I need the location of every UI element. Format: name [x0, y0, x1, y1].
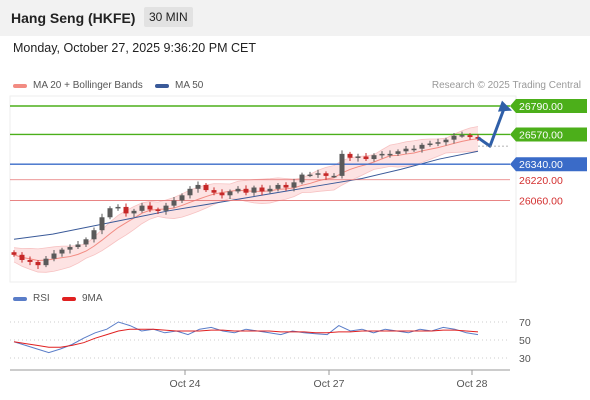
candle-body: [427, 143, 433, 146]
candle-body: [267, 188, 273, 192]
candle-body: [419, 144, 425, 149]
candle-body: [363, 156, 369, 160]
level-label-pivot: 26340.00: [519, 159, 563, 171]
ma50-legend-swatch: [155, 84, 169, 88]
candle-body: [59, 249, 65, 254]
candle-body: [403, 148, 409, 152]
rsi-legend-label: RSI: [33, 293, 50, 304]
candle-body: [67, 247, 73, 250]
candle-body: [355, 156, 361, 158]
rsi-tick-label: 50: [519, 335, 531, 347]
credit-label: Research © 2025 Trading Central: [431, 80, 581, 91]
candle-body: [259, 187, 265, 192]
candle-body: [131, 210, 137, 214]
x-tick-label: Oct 24: [170, 378, 201, 390]
x-tick-label: Oct 28: [457, 378, 488, 390]
timeframe-button[interactable]: 30 MIN: [144, 7, 193, 27]
bollinger-lower-line: [13, 150, 479, 273]
candle-body: [19, 254, 25, 260]
level-tag-pivot: [510, 157, 587, 172]
candle-body: [307, 174, 313, 177]
level-label-support: 26220.00: [519, 175, 563, 187]
bollinger-upper-line: [13, 126, 479, 250]
candle-body: [323, 173, 329, 176]
9ma-legend-label: 9MA: [82, 293, 103, 304]
candle-body: [171, 200, 177, 206]
candle-body: [275, 184, 281, 189]
level-label-resistance: 26570.00: [519, 129, 563, 141]
forecast-arrow-head: [498, 100, 512, 112]
ma50-line: [13, 150, 479, 240]
candle-body: [115, 206, 121, 209]
rsi-legend-swatch: [13, 297, 27, 301]
candle-body: [283, 184, 289, 188]
9ma-line: [13, 328, 479, 348]
candle-body: [331, 175, 337, 178]
candle-body: [443, 139, 449, 143]
rsi-line: [13, 321, 479, 354]
x-tick-label: Oct 27: [314, 378, 345, 390]
candle-body: [243, 188, 249, 193]
ma20-legend-swatch: [13, 84, 27, 88]
candle-body: [99, 217, 105, 231]
level-label-resistance: 26790.00: [519, 101, 563, 113]
candle-body: [299, 174, 305, 183]
candle-body: [107, 208, 113, 218]
candle-body: [467, 135, 473, 138]
ma50-legend-label: MA 50: [175, 80, 204, 91]
candle-body: [451, 135, 457, 140]
candle-body: [291, 182, 297, 188]
candle-body: [75, 244, 81, 248]
candle-body: [51, 253, 57, 259]
candle-body: [387, 153, 393, 156]
candle-body: [139, 205, 145, 211]
candle-body: [35, 261, 41, 266]
bollinger-band: [14, 126, 478, 273]
instrument-title: Hang Seng (HKFE): [11, 10, 136, 26]
candle-body: [163, 205, 169, 211]
candle-body: [379, 153, 385, 156]
level-label-support: 26060.00: [519, 195, 563, 207]
candle-body: [211, 190, 217, 193]
candle-body: [251, 187, 257, 193]
level-tag-resistance: [510, 99, 587, 113]
candle-body: [347, 153, 353, 158]
header-bar: Hang Seng (HKFE) 30 MIN: [0, 0, 590, 36]
candle-body: [203, 184, 209, 191]
candle-body: [435, 142, 441, 144]
9ma-legend-swatch: [62, 297, 76, 301]
candle-body: [43, 258, 49, 266]
candle-body: [339, 153, 345, 176]
candle-body: [235, 188, 241, 192]
candle-body: [83, 239, 89, 245]
rsi-tick-label: 70: [519, 317, 531, 329]
candle-body: [371, 155, 377, 160]
rsi-tick-label: 30: [519, 353, 531, 365]
candle-body: [187, 188, 193, 196]
datetime-label: Monday, October 27, 2025 9:36:20 PM CET: [13, 41, 256, 55]
candle-body: [179, 195, 185, 201]
candle-body: [123, 206, 129, 214]
level-tag-resistance: [510, 127, 587, 142]
candle-body: [411, 148, 417, 151]
candle-body: [91, 230, 97, 240]
candle-body: [27, 259, 33, 262]
candle-body: [395, 151, 401, 154]
candle-body: [459, 135, 465, 137]
candle-body: [147, 205, 153, 210]
candle-body: [315, 173, 321, 175]
candle-body: [11, 252, 17, 255]
candle-body: [219, 192, 225, 196]
candle-body: [195, 184, 201, 189]
candle-body: [227, 191, 233, 196]
candle-body: [155, 209, 161, 212]
ma20-legend-label: MA 20 + Bollinger Bands: [33, 80, 143, 91]
